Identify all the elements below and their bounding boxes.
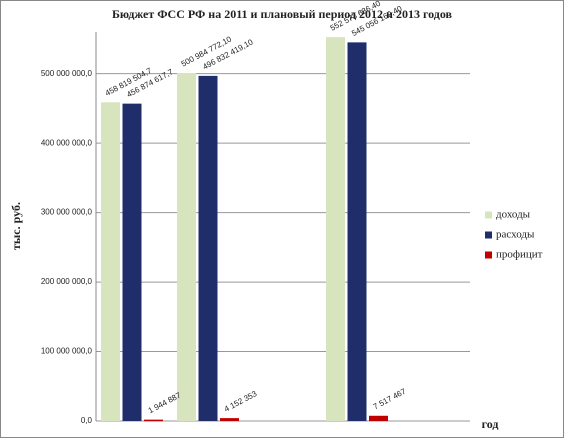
bar — [220, 418, 239, 421]
y-tick-label: 500 000 000,0 — [41, 69, 93, 78]
y-axis-label: тыс. руб. — [9, 202, 23, 250]
bar — [347, 42, 367, 422]
bar — [177, 72, 196, 421]
legend-label: расходы — [496, 229, 535, 241]
chart-title: Бюджет ФСС РФ на 2011 и плановый период … — [112, 7, 453, 21]
y-tick-label: 400 000 000,0 — [41, 138, 93, 147]
legend-label: доходы — [496, 209, 531, 221]
y-tick-label: 200 000 000,0 — [41, 277, 93, 286]
legend-swatch — [485, 251, 492, 259]
bar — [369, 415, 388, 421]
y-tick-label: 300 000 000,0 — [41, 208, 93, 217]
bar — [144, 419, 163, 422]
x-axis-label: год — [482, 417, 499, 431]
legend-swatch — [485, 231, 492, 239]
bar — [326, 37, 345, 422]
bar — [198, 75, 218, 421]
legend-label: профицит — [496, 249, 543, 261]
bar — [101, 102, 120, 422]
legend-swatch — [485, 211, 492, 219]
y-tick-label: 0,0 — [81, 416, 93, 425]
bar — [122, 103, 142, 421]
y-tick-label: 100 000 000,0 — [41, 347, 93, 356]
